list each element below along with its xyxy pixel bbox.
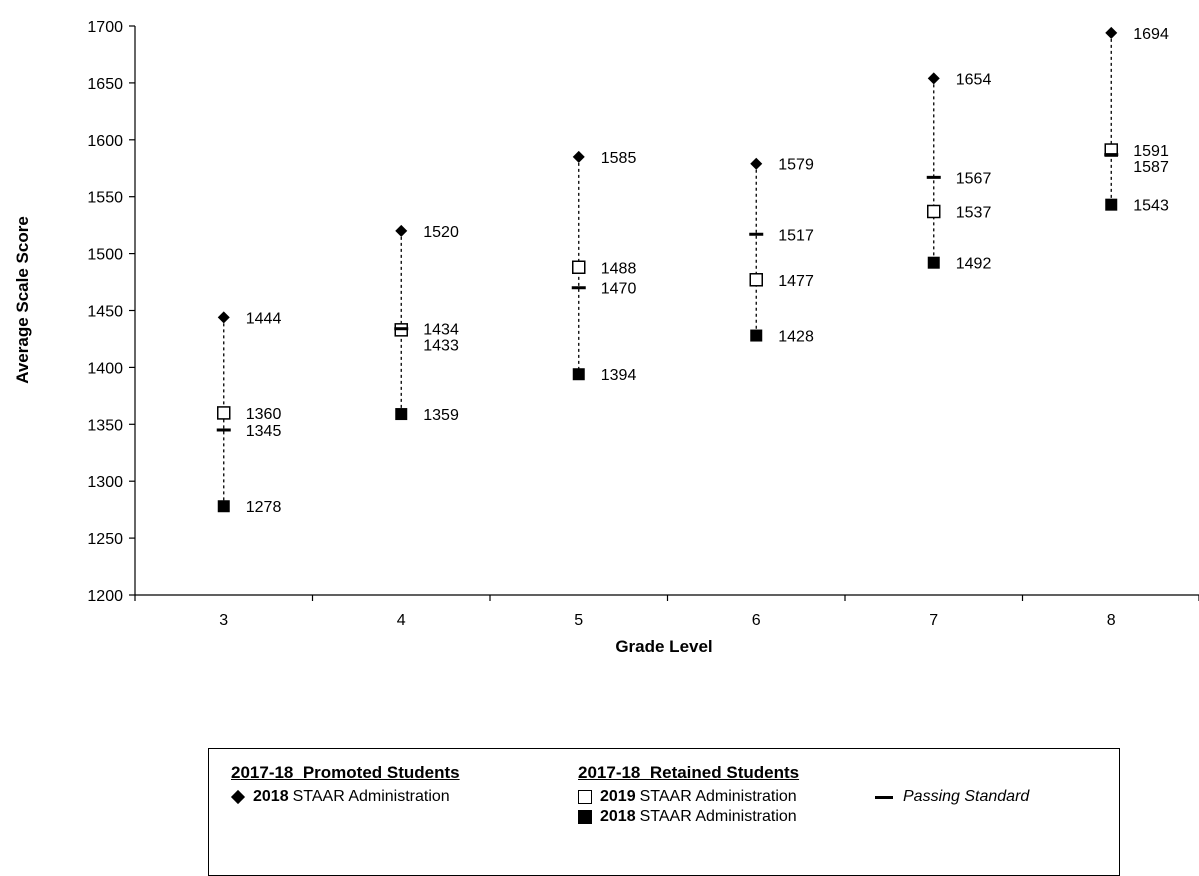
- diamond-point: [217, 311, 230, 324]
- y-tick-label: 1200: [87, 588, 123, 605]
- open-square-point: [927, 204, 941, 219]
- passing-standard-point: [749, 232, 764, 236]
- filled-square-point: [927, 256, 940, 269]
- x-tick-label: 3: [219, 612, 228, 629]
- legend: 2017-18 Promoted Students 2018 STAAR Adm…: [208, 748, 1120, 876]
- data-label: 1543: [1133, 198, 1169, 215]
- filled-square-point: [750, 329, 763, 342]
- y-tick-label: 1500: [87, 247, 123, 264]
- legend-item-retained-2019: 2019 STAAR Administration: [578, 787, 799, 807]
- filled-square-point: [1105, 198, 1118, 211]
- passing-standard-point: [394, 327, 409, 331]
- data-label: 1520: [423, 224, 459, 241]
- y-tick-label: 1550: [87, 190, 123, 207]
- data-label: 1345: [246, 423, 282, 440]
- filled-square-point: [395, 408, 408, 421]
- data-label: 1444: [246, 310, 282, 327]
- open-square-point: [572, 260, 586, 275]
- legend-promoted-heading: 2017-18 Promoted Students: [231, 763, 460, 782]
- data-label: 1278: [246, 499, 282, 516]
- x-tick-label: 5: [574, 612, 583, 629]
- legend-item-retained-2018: 2018 STAAR Administration: [578, 807, 799, 827]
- data-label: 1359: [423, 407, 459, 424]
- y-tick-label: 1700: [87, 19, 123, 36]
- data-label: 1428: [778, 329, 814, 346]
- x-axis-title: Grade Level: [615, 637, 712, 656]
- data-label: 1360: [246, 406, 282, 423]
- data-label: 1488: [601, 260, 637, 277]
- legend-item-promoted-2018: 2018 STAAR Administration: [230, 787, 460, 807]
- scatter-chart: 1200 1250 1300 1350 1400 1450 1500 1550 1600 1650…: [13, 19, 1199, 656]
- diamond-point: [750, 157, 763, 170]
- data-label: 1492: [956, 256, 992, 273]
- data-label: 1579: [778, 157, 814, 174]
- data-label: 1694: [1133, 26, 1169, 43]
- legend-item-passing-standard: Passing Standard: [875, 787, 1029, 807]
- x-tick-label: 6: [752, 612, 761, 629]
- legend-retained-group: 2017-18 Retained Students 2019 STAAR Adm…: [578, 763, 799, 827]
- data-label: 1433: [423, 338, 459, 355]
- filled-square-point: [572, 368, 585, 381]
- data-label: 1477: [778, 273, 814, 290]
- passing-standard-point: [1104, 153, 1119, 157]
- y-tick-label: 1600: [87, 133, 123, 150]
- diamond-point: [395, 224, 408, 237]
- y-tick-label: 1650: [87, 76, 123, 93]
- data-label: 1591: [1133, 143, 1169, 160]
- legend-promoted-group: 2017-18 Promoted Students 2018 STAAR Adm…: [230, 763, 460, 807]
- passing-standard-point: [216, 428, 231, 432]
- y-tick-label: 1250: [87, 531, 123, 548]
- y-tick-label: 1350: [87, 417, 123, 434]
- dash-marker-icon: [875, 795, 893, 799]
- open-square-point: [217, 406, 231, 420]
- data-label: 1585: [601, 150, 637, 167]
- data-label: 1587: [1133, 159, 1169, 176]
- legend-passing-group: Passing Standard: [875, 787, 1029, 807]
- diamond-marker-icon: [230, 789, 246, 805]
- open-square-point: [749, 273, 763, 287]
- passing-standard-point: [926, 175, 941, 179]
- data-label: 1470: [601, 281, 637, 298]
- y-axis-title: Average Scale Score: [13, 216, 32, 384]
- data-label: 1517: [778, 227, 814, 244]
- filled-square-marker-icon: [578, 810, 592, 824]
- y-tick-label: 1450: [87, 304, 123, 321]
- data-label: 1654: [956, 71, 992, 88]
- diamond-point: [927, 72, 940, 85]
- data-label: 1434: [423, 322, 459, 339]
- open-square-marker-icon: [578, 790, 592, 804]
- data-label: 1567: [956, 170, 992, 187]
- x-tick-label: 7: [929, 612, 938, 629]
- diamond-point: [572, 150, 585, 163]
- legend-retained-heading: 2017-18 Retained Students: [578, 763, 800, 782]
- data-label: 1394: [601, 367, 637, 384]
- diamond-point: [1105, 26, 1118, 39]
- x-axis: 3 4 5 6 7 8: [134, 594, 1199, 629]
- x-tick-label: 4: [397, 612, 406, 629]
- y-tick-label: 1400: [87, 360, 123, 377]
- data-label: 1537: [956, 204, 992, 221]
- x-tick-label: 8: [1107, 612, 1116, 629]
- filled-square-point: [217, 500, 230, 513]
- y-axis: 1200 1250 1300 1350 1400 1450 1500 1550 1600 1650…: [87, 19, 136, 605]
- y-tick-label: 1300: [87, 474, 123, 491]
- passing-standard-point: [571, 286, 586, 290]
